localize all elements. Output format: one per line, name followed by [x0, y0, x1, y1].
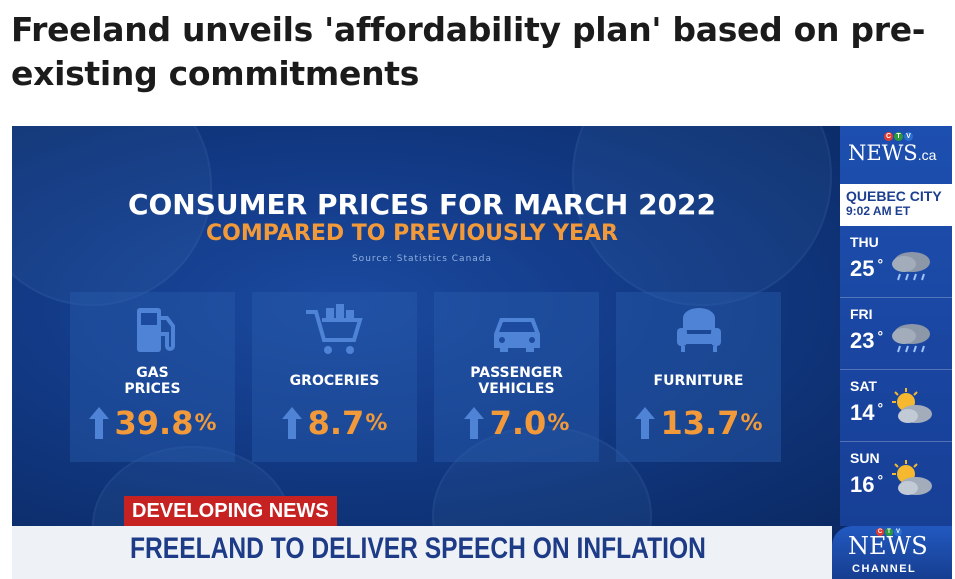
- forecast-temp: 23 °: [850, 328, 883, 354]
- degree-symbol: °: [877, 400, 884, 416]
- stat-unit: %: [365, 410, 388, 436]
- stat-number: 8.7: [307, 404, 365, 442]
- stat-value: 7.0%: [434, 404, 599, 442]
- logo-news: NEWS: [848, 141, 918, 165]
- shopping-cart-icon: [252, 300, 417, 360]
- stat-number: 7.0: [489, 404, 547, 442]
- degree-symbol: °: [877, 472, 884, 488]
- article-headline: Freeland unveils 'affordability plan' ba…: [11, 10, 926, 93]
- stat-value: 8.7%: [252, 404, 417, 442]
- forecast-temp: 16 °: [850, 472, 883, 498]
- cloud-rain-icon: [892, 324, 930, 353]
- stat-label: GROCERIES: [289, 373, 380, 389]
- forecast-day-name: FRI: [850, 306, 873, 322]
- forecast-temp: 25 °: [850, 256, 883, 282]
- forecast-day-name: THU: [850, 234, 879, 250]
- stat-card-vehicles: PASSENGER VEHICLES 7.0%: [434, 292, 599, 462]
- cloud-rain-icon: [892, 252, 930, 281]
- forecast-temp-value: 14: [850, 400, 875, 425]
- stat-number: 39.8: [114, 404, 194, 442]
- stat-card-gas: GAS PRICES 39.8%: [70, 292, 235, 462]
- channel-news-text: NEWS: [848, 532, 928, 560]
- location-panel: QUEBEC CITY 9:02 AM ET: [840, 184, 952, 226]
- arrow-up-icon: [88, 407, 109, 439]
- stat-value: 13.7%: [616, 404, 781, 442]
- stat-unit: %: [194, 410, 217, 436]
- forecast-day-name: SAT: [850, 378, 877, 394]
- forecast-day: SAT 14 °: [840, 372, 952, 442]
- arrow-up-icon: [463, 407, 484, 439]
- partly-sunny-icon: [892, 388, 932, 423]
- forecast-day: THU 25 °: [840, 228, 952, 298]
- ticker-headline: FREELAND TO DELIVER SPEECH ON INFLATION: [130, 532, 706, 565]
- stat-card-furniture: FURNITURE 13.7%: [616, 292, 781, 462]
- gas-pump-icon: [70, 300, 235, 360]
- channel-label: CHANNEL: [852, 563, 917, 575]
- infographic: CONSUMER PRICES FOR MARCH 2022 COMPARED …: [12, 126, 840, 526]
- degree-symbol: °: [877, 328, 884, 344]
- logo-text: NEWS.ca: [848, 141, 936, 165]
- degree-symbol: °: [877, 256, 884, 272]
- stat-value: 39.8%: [70, 404, 235, 442]
- partly-sunny-icon: [892, 460, 932, 495]
- car-icon: [434, 300, 599, 360]
- forecast-day: SUN 16 °: [840, 444, 952, 514]
- arrow-up-icon: [281, 407, 302, 439]
- graphic-source: Source: Statistics Canada: [351, 254, 493, 264]
- stat-card-groceries: GROCERIES 8.7%: [252, 292, 417, 462]
- video-frame[interactable]: CONSUMER PRICES FOR MARCH 2022 COMPARED …: [12, 126, 952, 579]
- stat-label: GAS PRICES: [124, 365, 181, 397]
- logo-suffix: .ca: [917, 147, 937, 163]
- forecast-temp-value: 25: [850, 256, 875, 281]
- forecast-temp-value: 23: [850, 328, 875, 353]
- ticker-bar: FREELAND TO DELIVER SPEECH ON INFLATION: [12, 526, 832, 579]
- stat-label: PASSENGER VEHICLES: [470, 365, 563, 397]
- arrow-up-icon: [634, 407, 655, 439]
- graphic-title: CONSUMER PRICES FOR MARCH 2022: [127, 188, 717, 221]
- armchair-icon: [616, 300, 781, 360]
- stat-unit: %: [547, 410, 570, 436]
- graphic-subtitle: COMPARED TO PREVIOUSLY YEAR: [206, 221, 618, 246]
- location-time: 9:02 AM ET: [846, 204, 911, 218]
- forecast-day-name: SUN: [850, 450, 880, 466]
- stat-label: FURNITURE: [653, 373, 744, 389]
- forecast-temp-value: 16: [850, 472, 875, 497]
- news-ticker: DEVELOPING NEWS FREELAND TO DELIVER SPEE…: [12, 496, 952, 579]
- developing-news-tag: DEVELOPING NEWS: [124, 496, 337, 526]
- stat-number: 13.7: [660, 404, 740, 442]
- stat-unit: %: [740, 410, 763, 436]
- forecast-day: FRI 23 °: [840, 300, 952, 370]
- location-city: QUEBEC CITY: [846, 188, 942, 204]
- forecast-temp: 14 °: [850, 400, 883, 426]
